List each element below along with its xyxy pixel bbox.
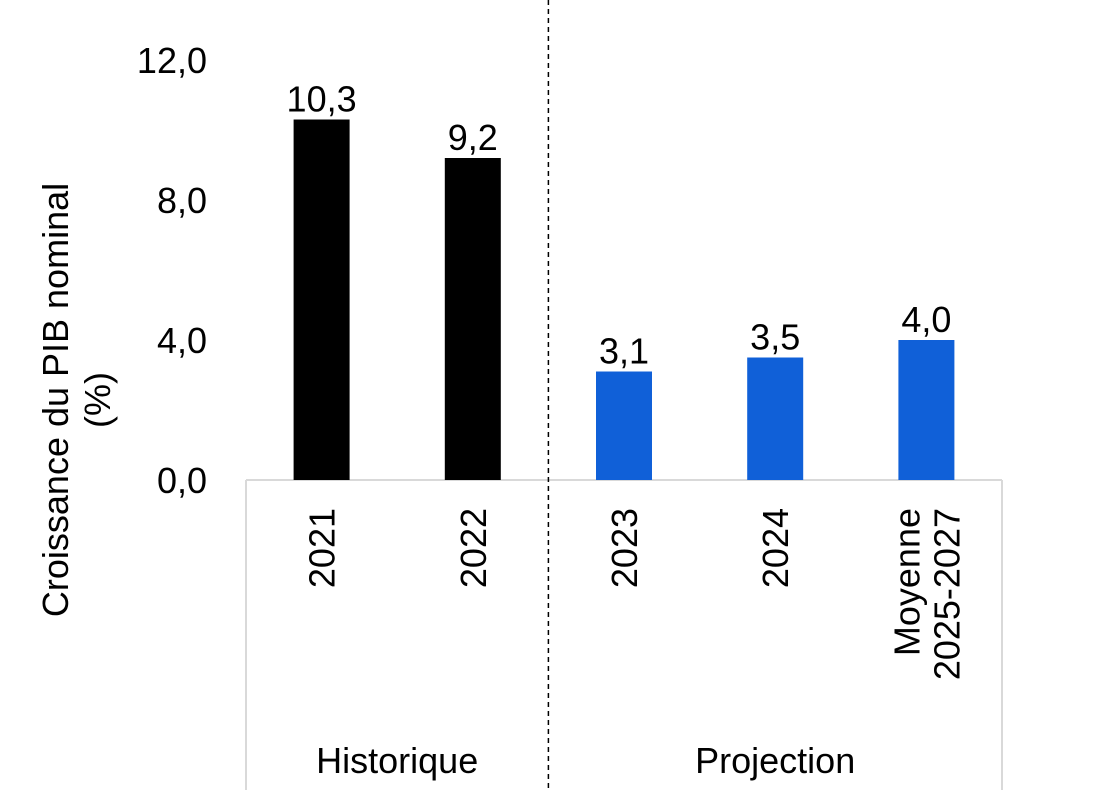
y-tick-label: 0,0	[157, 460, 207, 501]
y-tick-label: 12,0	[137, 40, 207, 81]
bar-value-label: 3,1	[599, 331, 649, 372]
bar-value-label: 10,3	[287, 79, 357, 120]
y-axis-title: Croissance du PIB nominal(%)	[35, 183, 118, 617]
x-category-label-line: 2022	[453, 508, 494, 588]
x-category-label-line: 2021	[302, 508, 343, 588]
y-axis-title-line: Croissance du PIB nominal	[35, 183, 76, 617]
bar	[747, 357, 804, 480]
bar	[596, 371, 652, 480]
x-category-label: 2024	[755, 508, 796, 588]
y-tick-label: 4,0	[157, 320, 207, 361]
bar-value-label: 3,5	[750, 317, 800, 358]
group-label: Historique	[316, 740, 478, 781]
x-category-label: Moyenne2025-2027	[886, 508, 967, 680]
bar	[898, 340, 955, 480]
bar-value-label: 4,0	[901, 299, 951, 340]
bars	[293, 119, 955, 480]
x-category-label-line: 2025-2027	[926, 508, 967, 680]
bar	[293, 119, 350, 480]
x-category-label-line: 2024	[755, 508, 796, 588]
x-category-label: 2023	[604, 508, 645, 588]
y-axis-title-line: (%)	[77, 372, 118, 428]
y-tick-label: 8,0	[157, 180, 207, 221]
x-category-label-line: Moyenne	[886, 508, 927, 656]
bar-value-label: 9,2	[448, 117, 498, 158]
x-category-label: 2021	[302, 508, 343, 588]
x-category-label: 2022	[453, 508, 494, 588]
group-label: Projection	[695, 740, 855, 781]
bar	[444, 158, 501, 480]
labels: 0,0 4,0 8,0 12,0 Croissance du PIB nominal(%…	[35, 40, 967, 781]
x-category-label-line: 2023	[604, 508, 645, 588]
